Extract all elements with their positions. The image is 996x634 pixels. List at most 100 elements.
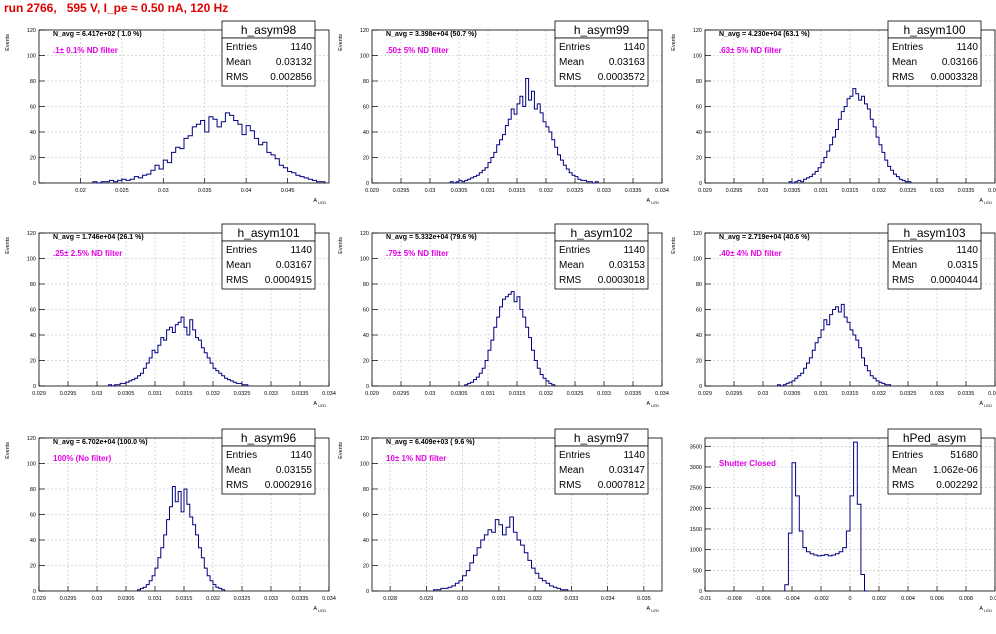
stats-label: RMS [559, 72, 582, 83]
histogram-bin [523, 317, 526, 386]
histogram-bin [187, 335, 190, 386]
filter-label: Shutter Closed [719, 459, 776, 468]
histogram-bin [221, 122, 225, 183]
stats-box [887, 445, 982, 495]
stats-value: 0.0003572 [598, 72, 646, 83]
histogram-bin [288, 172, 292, 183]
histogram-bin [170, 507, 173, 591]
y-axis-title: Events [5, 237, 11, 254]
histogram-bin [213, 585, 216, 591]
histogram-bin [497, 317, 500, 386]
histogram-bin [799, 531, 803, 591]
stats-value: 0.0003018 [598, 275, 646, 286]
histogram-bin [210, 581, 213, 591]
x-tick-label: 0.033 [930, 188, 944, 194]
histogram-bin [118, 180, 122, 183]
histogram-series [449, 78, 599, 184]
histogram-bin [126, 180, 130, 183]
histogram-bin [833, 310, 836, 387]
histogram-bin [575, 177, 578, 183]
x-tick-label: 0.045 [281, 188, 295, 194]
histogram-bin [595, 182, 598, 183]
histogram-bin [861, 574, 865, 591]
histogram-bin [159, 169, 163, 183]
histogram-bin [788, 533, 792, 591]
histogram-bin [902, 180, 905, 183]
histogram-bin [434, 590, 438, 591]
histogram-bin [201, 121, 205, 183]
histogram-bin [184, 138, 188, 183]
histogram-bin [850, 96, 853, 183]
histogram-bin [217, 127, 221, 183]
histogram-bin [526, 327, 529, 386]
histogram-series [464, 291, 556, 386]
histogram-bin [199, 340, 202, 386]
histogram-bin [134, 177, 138, 183]
histogram-bin [190, 517, 193, 591]
histogram-bin [158, 345, 161, 386]
histogram-bin [870, 376, 873, 386]
stats-label: Entries [226, 450, 257, 461]
histogram-bin [147, 174, 151, 183]
histogram-bin [283, 168, 287, 183]
histogram-bin [101, 182, 105, 183]
histogram-bin [546, 583, 550, 591]
stats-box [221, 445, 316, 495]
x-tick-label: 0.0295 [393, 188, 410, 194]
histogram-bin [476, 377, 479, 386]
run-title: run 2766, 595 V, I_pe ≈ 0.50 nA, 120 Hz [4, 1, 229, 15]
histogram-bin [815, 343, 818, 386]
stats-value: 0.0004915 [265, 275, 313, 286]
x-tick-label: 0.0305 [451, 188, 468, 194]
histogram-bin [459, 180, 462, 183]
stats-value: 0.0003328 [931, 72, 979, 83]
y-tick-label: 40 [30, 130, 36, 136]
x-tick-label: 0.0335 [958, 391, 975, 397]
y-tick-label: 0 [366, 589, 369, 595]
histogram-bin [523, 107, 526, 184]
histogram-bin [825, 555, 829, 591]
filter-label: 10± 1% ND filter [386, 454, 446, 463]
y-tick-label: 20 [363, 359, 369, 365]
x-tick-label: 0.032 [872, 391, 886, 397]
y-tick-label: 60 [696, 308, 702, 314]
histogram-bin [471, 382, 474, 386]
histogram-bin [888, 385, 891, 386]
histogram-bin [455, 583, 459, 591]
histogram-bin [824, 320, 827, 386]
x-tick-label: 0.0315 [509, 188, 526, 194]
histogram-bin [795, 378, 798, 386]
histogram-bin [888, 166, 891, 183]
histogram-bin [225, 113, 229, 183]
histogram-bin [500, 307, 503, 386]
stats-label: Mean [559, 260, 584, 271]
x-tick-label: 0.03 [92, 391, 103, 397]
histogram-bin [503, 299, 506, 386]
x-tick-label: 0.029 [698, 391, 712, 397]
histogram-bin [812, 174, 815, 183]
stats-value: 1140 [290, 450, 312, 461]
histogram-bin [138, 178, 142, 183]
histogram-bin [167, 163, 171, 183]
histogram-bin [899, 179, 902, 183]
y-tick-label: 120 [27, 436, 36, 442]
histogram-bin [537, 104, 540, 183]
histogram-bin [468, 383, 471, 386]
x-tick-label: 0.033 [264, 391, 278, 397]
histogram-bin [506, 527, 510, 591]
histogram-bin [795, 182, 798, 183]
histogram-series [137, 486, 226, 591]
y-tick-label: 0 [699, 589, 702, 595]
y-tick-label: 3000 [690, 465, 702, 471]
histogram-bin [783, 385, 786, 386]
histogram-bin [804, 179, 807, 183]
histogram-bin [566, 169, 569, 183]
histogram-bin [149, 581, 152, 591]
x-tick-label: 0.032 [206, 596, 220, 602]
histogram-bin [175, 502, 178, 591]
x-axis-title: A LED [979, 198, 992, 205]
histogram-bin [543, 122, 546, 183]
histogram-bin [517, 297, 520, 386]
histogram-bin [844, 317, 847, 386]
y-tick-label: 2000 [690, 506, 702, 512]
